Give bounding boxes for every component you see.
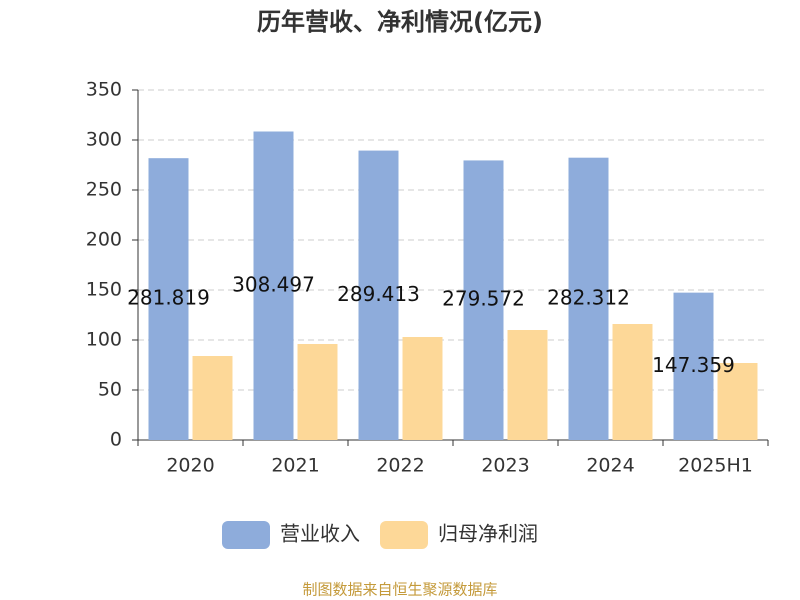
bar [507, 330, 548, 440]
y-tick-label: 50 [98, 379, 122, 401]
x-tick-label: 2024 [586, 455, 634, 477]
x-tick-label: 2020 [166, 455, 214, 477]
bar [717, 363, 758, 440]
legend-label: 营业收入 [280, 522, 360, 546]
value-label: 147.359 [652, 353, 735, 377]
legend-label: 归母净利润 [438, 522, 538, 546]
value-label: 289.413 [337, 282, 420, 306]
legend-swatch [222, 521, 270, 549]
bar [253, 131, 294, 441]
bar [192, 356, 233, 440]
y-tick-label: 200 [86, 229, 122, 251]
source-note: 制图数据来自恒生聚源数据库 [302, 581, 497, 599]
value-label: 281.819 [127, 286, 210, 310]
y-tick-label: 150 [86, 279, 122, 301]
x-tick-label: 2022 [376, 455, 424, 477]
bar [463, 160, 504, 441]
x-tick-label: 2025H1 [678, 455, 753, 477]
bar [673, 292, 714, 440]
x-tick-label: 2021 [271, 455, 319, 477]
y-tick-label: 250 [86, 179, 122, 201]
x-tick-label: 2023 [481, 455, 529, 477]
bar [402, 337, 443, 440]
y-tick-label: 100 [86, 329, 122, 351]
y-tick-label: 0 [110, 429, 122, 451]
bar [297, 344, 338, 440]
value-label: 308.497 [232, 272, 315, 296]
chart-title: 历年营收、净利情况(亿元) [257, 8, 543, 36]
y-tick-label: 350 [86, 79, 122, 101]
bar [358, 150, 399, 440]
legend-swatch [380, 521, 428, 549]
bar [148, 158, 189, 440]
bar [612, 324, 653, 440]
value-label: 282.312 [547, 285, 630, 309]
y-tick-label: 300 [86, 129, 122, 151]
bar [568, 157, 609, 441]
value-label: 279.572 [442, 287, 525, 311]
